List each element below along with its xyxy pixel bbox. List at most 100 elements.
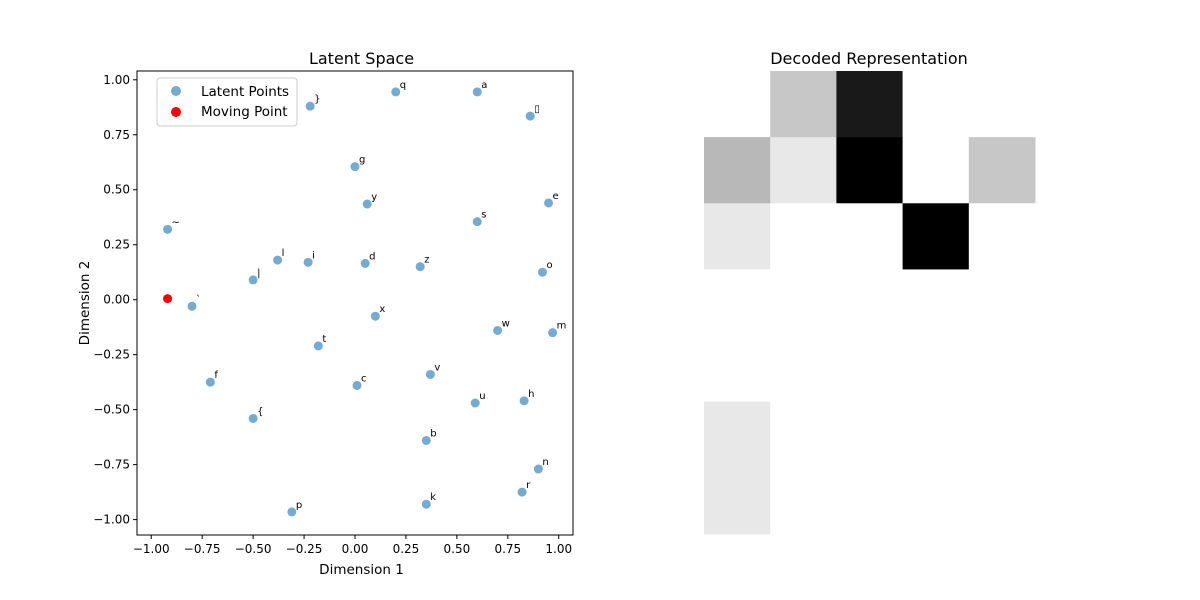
heatmap-cell — [770, 269, 837, 337]
latent-point — [352, 380, 362, 390]
heatmap-cell — [902, 269, 970, 337]
heatmap-cell — [836, 269, 904, 337]
heatmap-cell — [704, 335, 771, 403]
point-label: ` — [196, 293, 201, 305]
heatmap-cell — [836, 401, 904, 469]
scatter-points: q a} ▯ g y e s ~ l i d z o | ` x w m t v f c u h {b n r k p — [163, 80, 566, 517]
heatmap-cell — [968, 401, 1036, 469]
x-tick-label: −0.50 — [235, 542, 272, 556]
latent-point — [472, 87, 482, 97]
heatmap-cell — [968, 137, 1036, 204]
point-label: { — [257, 406, 263, 417]
point-label: w — [502, 318, 510, 329]
heatmap-cell — [704, 203, 771, 270]
point-label: p — [296, 500, 302, 511]
latent-point — [425, 369, 435, 379]
heatmap-cell — [836, 137, 904, 204]
point-label: g — [359, 155, 365, 166]
point-label: ▯ — [534, 104, 540, 115]
y-tick-label: −0.75 — [93, 458, 130, 472]
latent-point — [470, 398, 480, 408]
latent-point — [493, 325, 503, 335]
latent-point — [303, 257, 313, 267]
y-axis-label: Dimension 2 — [77, 261, 93, 346]
latent-point — [517, 487, 527, 497]
latent-point — [525, 111, 535, 121]
point-label: | — [257, 268, 260, 279]
heatmap-title: Decoded Representation — [770, 49, 968, 68]
heatmap-cell — [902, 401, 970, 469]
decoded-heatmap — [704, 71, 1036, 535]
point-label: n — [542, 457, 548, 468]
heatmap-cell — [770, 203, 837, 270]
point-label: q — [400, 80, 406, 91]
point-label: o — [546, 260, 552, 271]
latent-point — [362, 199, 372, 209]
x-tick-label: 1.00 — [545, 542, 572, 556]
x-axis-label: Dimension 1 — [319, 562, 404, 578]
point-label: y — [371, 192, 377, 203]
heatmap-cell — [968, 269, 1036, 337]
latent-point — [287, 507, 297, 517]
latent-space-title: Latent Space — [309, 49, 414, 68]
latent-point — [421, 435, 431, 445]
latent-point — [548, 328, 558, 338]
point-label: e — [553, 191, 559, 202]
heatmap-cell — [968, 467, 1036, 535]
latent-point — [313, 341, 323, 351]
latent-point — [370, 311, 380, 321]
point-label: r — [526, 480, 531, 491]
heatmap-cell — [704, 137, 771, 204]
latent-point — [415, 262, 425, 272]
legend-label-latent-points: Latent Points — [201, 84, 289, 100]
latent-point — [533, 464, 543, 474]
y-tick-label: −1.00 — [93, 513, 130, 527]
latent-point — [205, 377, 215, 387]
point-label: s — [481, 210, 486, 221]
y-tick-label: −0.25 — [93, 348, 130, 362]
x-tick-label: −0.25 — [286, 542, 323, 556]
point-label: a — [481, 80, 487, 91]
moving-point — [163, 294, 173, 304]
y-tick-label: 0.75 — [103, 128, 130, 142]
heatmap-cell — [902, 467, 970, 535]
latent-point — [350, 162, 360, 172]
y-tick-label: 1.00 — [103, 73, 130, 87]
heatmap-cell — [968, 203, 1036, 270]
x-tick-label: −0.75 — [184, 542, 221, 556]
latent-point — [519, 396, 529, 406]
latent-point — [273, 255, 283, 265]
x-axis-ticks: −1.00 −0.75 −0.50 −0.25 0.00 0.25 0.50 0.75 1.00 — [133, 535, 572, 556]
x-tick-label: 0.00 — [342, 542, 369, 556]
heatmap-cell — [902, 203, 970, 270]
latent-point — [248, 275, 258, 285]
latent-point — [537, 267, 547, 277]
latent-point — [391, 87, 401, 97]
y-tick-label: 0.25 — [103, 238, 130, 252]
point-label: m — [557, 321, 567, 332]
point-label: z — [424, 255, 429, 266]
latent-point — [544, 198, 554, 208]
y-tick-label: 0.50 — [103, 183, 130, 197]
heatmap-cell — [770, 71, 837, 138]
point-label: b — [430, 428, 436, 439]
point-label: v — [434, 362, 440, 373]
y-axis-ticks: 1.00 0.75 0.50 0.25 0.00 −0.25 −0.50 −0.75 −1.00 — [93, 73, 137, 527]
x-tick-label: −1.00 — [133, 542, 170, 556]
heatmap-cell — [770, 401, 837, 469]
legend: Latent Points Moving Point — [156, 77, 298, 127]
heatmap-cell — [704, 467, 771, 535]
heatmap-cell — [704, 269, 771, 337]
x-tick-label: 0.75 — [494, 542, 521, 556]
legend-box — [156, 77, 298, 127]
heatmap-cell — [836, 71, 904, 138]
latent-point — [472, 217, 482, 227]
x-tick-label: 0.50 — [444, 542, 471, 556]
heatmap-cell — [770, 137, 837, 204]
point-label: d — [369, 251, 375, 262]
y-tick-label: −0.50 — [93, 403, 130, 417]
heatmap-cell — [836, 335, 904, 403]
point-label: h — [528, 389, 534, 400]
heatmap-cell — [704, 71, 771, 138]
point-label: } — [314, 94, 320, 105]
